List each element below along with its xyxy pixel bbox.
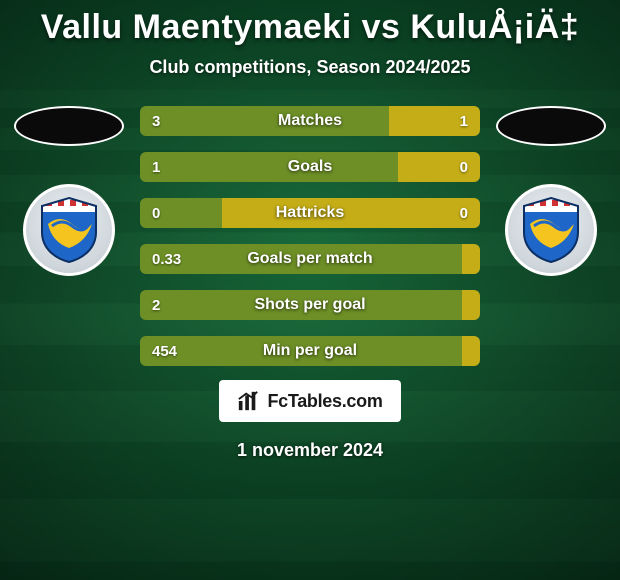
page-subtitle: Club competitions, Season 2024/2025: [149, 57, 470, 78]
metric-right-segment: 0: [222, 198, 480, 228]
metric-left-segment: 3: [140, 106, 389, 136]
metric-row: 31Matches: [140, 106, 480, 136]
metric-row: 0.33Goals per match: [140, 244, 480, 274]
right-team-crest: [505, 184, 597, 276]
metric-right-segment: [462, 336, 480, 366]
metric-right-value: 1: [460, 113, 468, 130]
metric-right-segment: [462, 290, 480, 320]
left-player-column: [14, 106, 124, 276]
metric-bars: 31Matches10Goals00Hattricks0.33Goals per…: [140, 106, 480, 366]
metric-left-value: 1: [152, 159, 160, 176]
metric-right-value: 0: [460, 205, 468, 222]
metric-left-segment: 1: [140, 152, 398, 182]
date-label: 1 november 2024: [237, 440, 383, 461]
comparison-columns: 31Matches10Goals00Hattricks0.33Goals per…: [0, 106, 620, 366]
metric-row: 10Goals: [140, 152, 480, 182]
page-title: Vallu Maentymaeki vs KuluÅ¡iÄ‡: [41, 8, 579, 47]
bars-icon: [237, 390, 259, 412]
metric-row: 2Shots per goal: [140, 290, 480, 320]
metric-left-value: 2: [152, 297, 160, 314]
metric-left-segment: 0.33: [140, 244, 462, 274]
metric-left-value: 0.33: [152, 251, 181, 268]
metric-row: 454Min per goal: [140, 336, 480, 366]
right-player-photo-placeholder: [496, 106, 606, 146]
left-player-photo-placeholder: [14, 106, 124, 146]
shield-icon: [38, 196, 100, 264]
brand-badge[interactable]: FcTables.com: [219, 380, 400, 422]
metric-left-value: 454: [152, 343, 177, 360]
metric-right-segment: [462, 244, 480, 274]
right-player-column: [496, 106, 606, 276]
metric-right-segment: 1: [389, 106, 480, 136]
left-team-crest: [23, 184, 115, 276]
metric-left-segment: 2: [140, 290, 462, 320]
metric-right-value: 0: [460, 159, 468, 176]
metric-right-segment: 0: [398, 152, 480, 182]
shield-icon: [520, 196, 582, 264]
metric-left-value: 0: [152, 205, 160, 222]
metric-left-value: 3: [152, 113, 160, 130]
metric-row: 00Hattricks: [140, 198, 480, 228]
metric-left-segment: 454: [140, 336, 462, 366]
brand-text: FcTables.com: [267, 391, 382, 412]
metric-left-segment: 0: [140, 198, 222, 228]
